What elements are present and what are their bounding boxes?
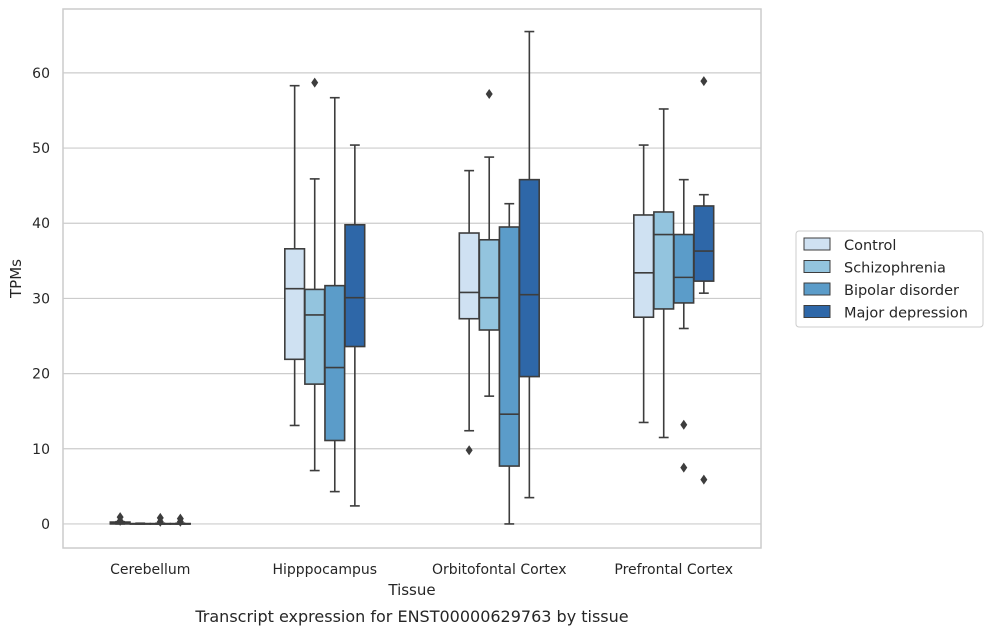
box-3-1 xyxy=(653,108,675,439)
x-tick-label: Orbitofontal Cortex xyxy=(432,562,567,578)
legend-swatch xyxy=(803,260,831,273)
y-tick-label: 10 xyxy=(32,442,50,458)
legend: Control Schizophrenia Bipolar disorder Majo… xyxy=(795,230,984,328)
box-1-1 xyxy=(304,77,326,472)
x-tick-label: Prefrontal Cortex xyxy=(614,562,733,578)
iqr-box xyxy=(653,211,675,310)
legend-swatch xyxy=(803,237,831,251)
grid-lines xyxy=(63,72,761,525)
box-0-1 xyxy=(129,522,151,525)
iqr-box xyxy=(304,288,326,385)
outlier-point xyxy=(311,77,319,88)
outlier-point xyxy=(680,462,688,473)
y-axis-label: TPMs xyxy=(7,259,25,299)
chart-caption: Transcript expression for ENST0000062976… xyxy=(194,607,628,626)
box-0-3 xyxy=(169,513,191,527)
plot-frame xyxy=(62,8,762,549)
legend-swatch xyxy=(803,305,831,318)
legend-label: Major depression xyxy=(844,306,968,322)
iqr-box xyxy=(498,226,520,467)
iqr-box xyxy=(693,205,715,282)
box-0-2 xyxy=(149,512,171,527)
box-2-2 xyxy=(498,202,520,525)
x-tick-label: Hipppocampus xyxy=(272,562,377,578)
iqr-box xyxy=(344,223,366,348)
y-tick-label: 40 xyxy=(32,216,50,232)
iqr-box xyxy=(478,238,500,331)
box-1-0 xyxy=(284,84,306,427)
box-2-1 xyxy=(478,88,500,397)
box-2-3 xyxy=(518,30,540,499)
legend-label: Schizophrenia xyxy=(844,261,946,277)
y-tick-label: 0 xyxy=(41,517,50,533)
iqr-box xyxy=(518,178,540,378)
iqr-box xyxy=(458,232,480,320)
outlier-point xyxy=(485,88,493,99)
outlier-point xyxy=(700,76,708,87)
y-tick-label: 60 xyxy=(32,66,50,82)
iqr-box xyxy=(284,248,306,361)
x-tick-label: Cerebellum xyxy=(110,562,190,578)
outlier-point xyxy=(176,516,184,527)
box-3-3 xyxy=(693,76,715,485)
box-1-2 xyxy=(324,96,346,493)
x-axis-ticks: Cerebellum Hipppocampus Orbitofontal Corte… xyxy=(110,562,733,578)
outlier-point xyxy=(116,515,124,526)
y-tick-label: 20 xyxy=(32,367,50,383)
legend-frame xyxy=(795,230,984,328)
outlier-point xyxy=(680,419,688,430)
y-tick-label: 30 xyxy=(32,291,50,307)
box-3-0 xyxy=(633,144,655,424)
iqr-box xyxy=(324,284,346,442)
box-0-0 xyxy=(109,512,131,526)
box-2-0 xyxy=(458,169,480,456)
y-tick-label: 50 xyxy=(32,141,50,157)
outlier-point xyxy=(465,445,473,456)
legend-swatch xyxy=(803,282,831,296)
legend-label: Bipolar disorder xyxy=(844,283,959,299)
outlier-point xyxy=(156,516,164,527)
y-axis-ticks: 0 10 20 30 40 50 60 xyxy=(32,66,50,533)
iqr-box xyxy=(633,214,655,319)
x-axis-label: Tissue xyxy=(387,581,435,599)
box-1-3 xyxy=(344,144,366,507)
boxes xyxy=(109,30,715,527)
iqr-box xyxy=(673,233,695,304)
outlier-point xyxy=(700,474,708,485)
legend-label: Control xyxy=(844,238,896,254)
